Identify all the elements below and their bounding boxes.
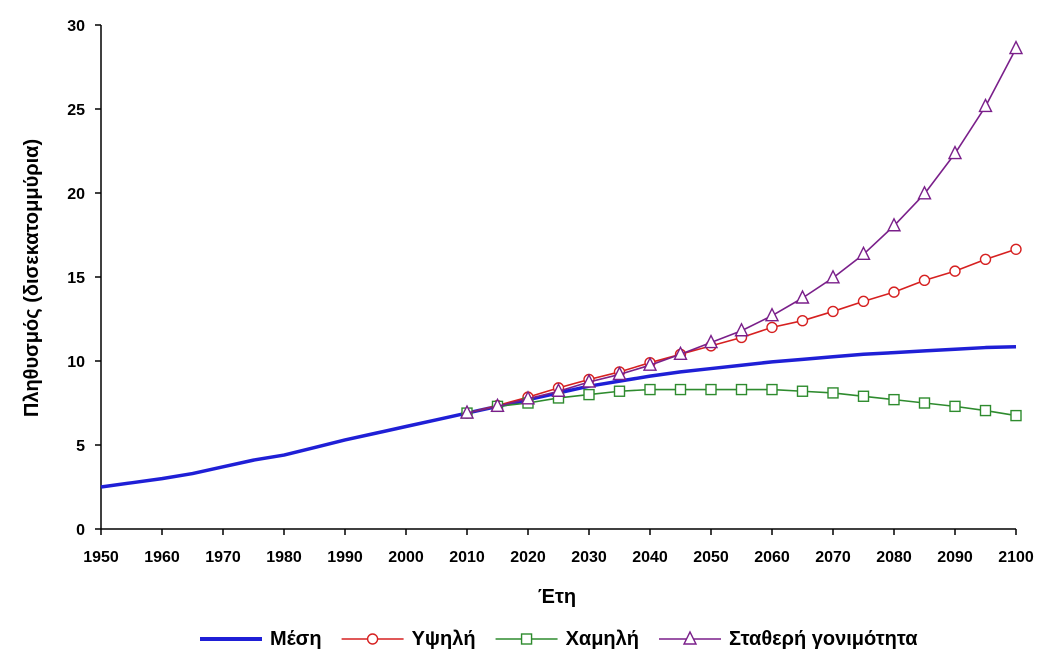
data-point [979,404,992,417]
data-point [949,400,961,413]
x-tick-label: 1960 [144,549,180,566]
data-point [673,345,688,360]
data-point [979,253,992,266]
data-point [735,383,748,396]
data-point [888,286,900,298]
legend: Μέση Υψηλή Χαμηλή Σταθερή γονιμότητα [200,628,918,650]
data-point [978,97,993,113]
data-point [856,245,871,261]
legend-item: Μέση [200,628,322,650]
data-point [918,274,931,287]
legend-label: Υψηλή [412,628,476,650]
data-point [796,314,809,327]
data-point [949,265,961,277]
series-2 [461,383,1022,422]
x-axis-title: Έτη [538,586,576,608]
x-tick-label: 2060 [754,549,790,566]
x-tick-label: 2040 [632,549,668,566]
x-tick-label: 2100 [998,549,1034,566]
data-point [857,390,870,402]
data-point [705,383,717,396]
data-point [674,383,687,396]
data-point [917,185,932,200]
legend-item: Υψηλή [341,628,476,650]
legend-marker [682,630,698,645]
y-axis-title: Πληθυσμός (δισεκατομμύρια) [21,139,43,417]
data-point [612,365,627,381]
x-tick-label: 2030 [571,549,607,566]
data-point [583,388,595,401]
data-point [827,387,839,399]
data-point [734,322,749,337]
x-tick-label: 1990 [327,549,363,566]
x-tick-label: 2000 [388,549,424,566]
data-point [888,393,900,406]
series-layer [100,39,1024,489]
data-point [795,289,810,304]
data-point [825,269,841,284]
x-tick-label: 1950 [83,549,119,566]
x-tick-label: 2090 [937,549,973,566]
y-tick-label: 10 [67,354,85,371]
legend-item: Σταθερή γονιμότητα [659,628,918,650]
legend-label: Σταθερή γονιμότητα [729,628,918,650]
y-tick-label: 30 [67,18,85,35]
series-line [100,344,1017,489]
data-point [613,385,626,397]
data-point [520,390,536,405]
y-tick-label: 0 [76,522,85,539]
y-tick-label: 5 [76,438,85,455]
data-point [459,404,475,419]
data-point [1010,243,1022,255]
x-tick-label: 2020 [510,549,546,566]
y-tick-label: 20 [67,186,85,203]
y-tick-label: 25 [67,102,85,119]
series-3 [459,39,1024,419]
x-tick-label: 2010 [449,549,485,566]
legend-item: Χαμηλή [495,628,639,650]
legend-marker [366,633,379,645]
series-line [466,48,1017,414]
data-point [857,295,870,308]
x-tick-label: 2080 [876,549,912,566]
data-point [581,373,597,388]
legend-label: Μέση [270,628,322,650]
data-point [796,385,809,397]
data-point [490,397,505,413]
data-point [764,307,780,322]
x-tick-label: 2070 [815,549,851,566]
data-point [766,383,778,396]
axes: 0 5 10 15 20 25 30 1950 1960 1970 1980 1990 2000 2010… [67,18,1034,566]
legend-label: Χαμηλή [566,628,639,650]
data-point [886,217,902,232]
data-point [642,356,658,371]
data-point [766,321,778,334]
y-tick-label: 15 [67,270,85,287]
data-point [551,382,566,397]
data-point [1010,409,1022,422]
data-point [1008,39,1024,55]
data-point [827,305,839,318]
data-point [644,383,656,396]
x-tick-label: 1970 [205,549,241,566]
x-tick-label: 2050 [693,549,729,566]
legend-marker [520,633,533,645]
data-point [947,144,963,160]
series-0 [100,344,1017,489]
data-point [918,397,931,409]
x-tick-label: 1980 [266,549,302,566]
data-point [703,333,719,349]
